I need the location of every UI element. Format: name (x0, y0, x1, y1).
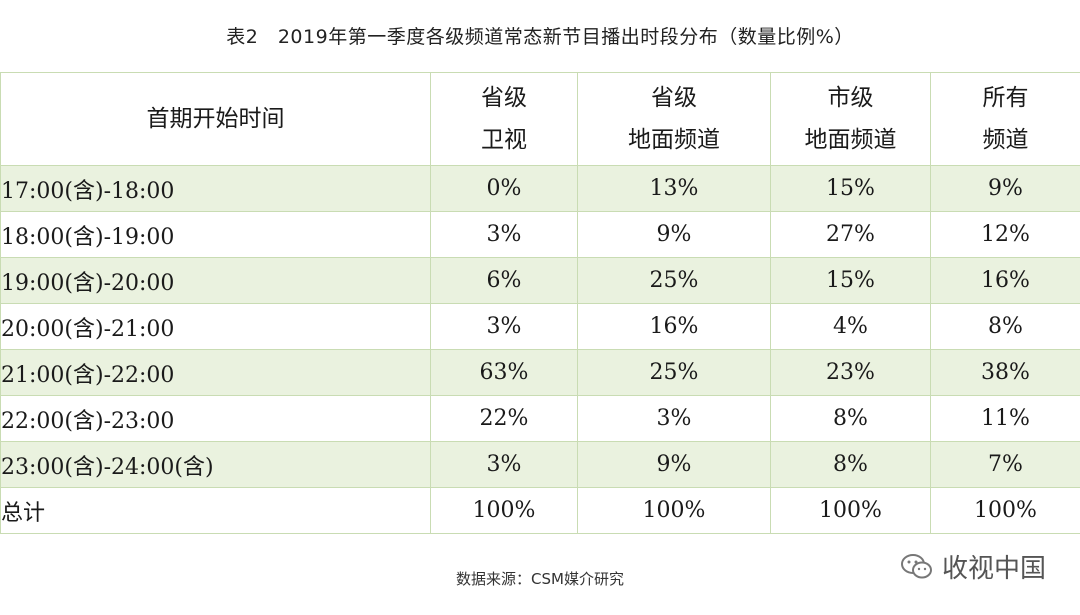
value-cell: 0% (430, 165, 578, 212)
table-row: 17:00(含)-18:00 0% 13% 15% 9% (0, 165, 1080, 212)
table-row: 19:00(含)-20:00 6% 25% 15% 16% (0, 257, 1080, 304)
header-row: 首期开始时间 省级 卫视 省级 地面频道 市级 地面频道 所有 频道 (0, 72, 1080, 166)
row-label: 21:00(含)-22:00 (0, 349, 431, 396)
value-cell: 100% (930, 487, 1080, 534)
row-label: 20:00(含)-21:00 (0, 303, 431, 350)
header-provincial-satellite: 省级 卫视 (430, 72, 578, 166)
value-cell: 3% (430, 211, 578, 258)
watermark-logo: 收视中国 (900, 548, 1046, 585)
value-cell: 100% (770, 487, 931, 534)
value-cell: 15% (770, 257, 931, 304)
value-cell: 38% (930, 349, 1080, 396)
value-cell: 13% (577, 165, 771, 212)
table-row: 18:00(含)-19:00 3% 9% 27% 12% (0, 211, 1080, 258)
value-cell: 4% (770, 303, 931, 350)
header-all-channels: 所有 频道 (930, 72, 1080, 166)
header-city-ground: 市级 地面频道 (770, 72, 931, 166)
table-row: 总计 100% 100% 100% 100% (0, 487, 1080, 534)
value-cell: 16% (930, 257, 1080, 304)
data-table: 首期开始时间 省级 卫视 省级 地面频道 市级 地面频道 所有 频道 17:00(含)-… (0, 72, 1080, 534)
value-cell: 25% (577, 257, 771, 304)
data-source: 数据来源：CSM媒介研究 (456, 570, 624, 588)
value-cell: 6% (430, 257, 578, 304)
value-cell: 9% (577, 211, 771, 258)
row-label: 19:00(含)-20:00 (0, 257, 431, 304)
row-label: 18:00(含)-19:00 (0, 211, 431, 258)
table-row: 23:00(含)-24:00(含) 3% 9% 8% 7% (0, 441, 1080, 488)
value-cell: 15% (770, 165, 931, 212)
value-cell: 8% (770, 395, 931, 442)
value-cell: 3% (430, 303, 578, 350)
value-cell: 9% (577, 441, 771, 488)
value-cell: 27% (770, 211, 931, 258)
table-title: 表2 2019年第一季度各级频道常态新节目播出时段分布（数量比例%） (226, 26, 854, 48)
value-cell: 22% (430, 395, 578, 442)
row-label: 23:00(含)-24:00(含) (0, 441, 431, 488)
header-provincial-ground: 省级 地面频道 (577, 72, 771, 166)
watermark-text: 收视中国 (942, 554, 1047, 584)
value-cell: 8% (930, 303, 1080, 350)
table-row: 20:00(含)-21:00 3% 16% 4% 8% (0, 303, 1080, 350)
table-row: 22:00(含)-23:00 22% 3% 8% 11% (0, 395, 1080, 442)
value-cell: 63% (430, 349, 578, 396)
value-cell: 3% (577, 395, 771, 442)
row-label: 17:00(含)-18:00 (0, 165, 431, 212)
value-cell: 8% (770, 441, 931, 488)
header-start-time: 首期开始时间 (0, 72, 431, 166)
value-cell: 25% (577, 349, 771, 396)
value-cell: 7% (930, 441, 1080, 488)
value-cell: 11% (930, 395, 1080, 442)
row-label: 总计 (0, 487, 431, 534)
value-cell: 12% (930, 211, 1080, 258)
value-cell: 9% (930, 165, 1080, 212)
value-cell: 100% (577, 487, 771, 534)
wechat-icon (901, 553, 932, 578)
value-cell: 3% (430, 441, 578, 488)
row-label: 22:00(含)-23:00 (0, 395, 431, 442)
value-cell: 23% (770, 349, 931, 396)
value-cell: 16% (577, 303, 771, 350)
table-row: 21:00(含)-22:00 63% 25% 23% 38% (0, 349, 1080, 396)
value-cell: 100% (430, 487, 578, 534)
